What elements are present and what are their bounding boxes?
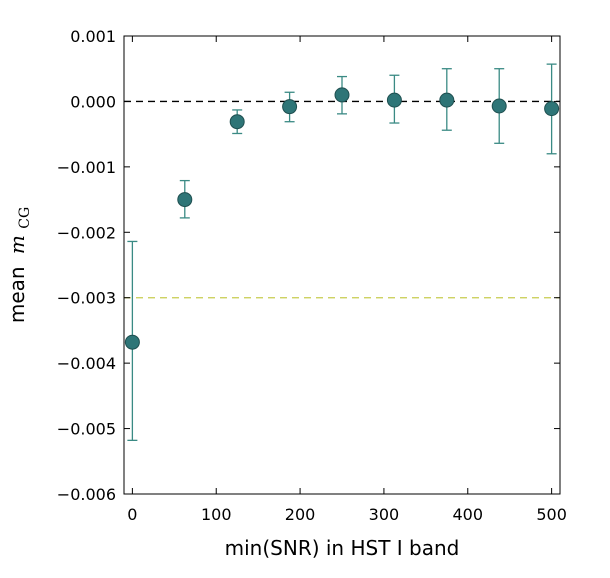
- data-point-5: [386, 92, 402, 108]
- x-tick-label-2: 200: [285, 505, 316, 524]
- x-tick-label-4: 400: [452, 505, 483, 524]
- y-axis-label-math: m: [5, 235, 29, 254]
- y-tick-label-7: −0.006: [57, 485, 116, 504]
- y-tick-label-1: 0.000: [70, 92, 116, 111]
- data-point-1: [177, 192, 193, 208]
- data-point-8: [544, 101, 560, 117]
- x-tick-label-0: 0: [127, 505, 137, 524]
- svg-text:mean m CG: mean m CG: [5, 207, 33, 323]
- x-tick-label-5: 500: [536, 505, 567, 524]
- plot-layer: [124, 63, 560, 441]
- data-point-2: [229, 114, 245, 130]
- data-point-3: [282, 99, 298, 115]
- x-axis-label: min(SNR) in HST I band: [225, 536, 460, 560]
- data-point-7: [491, 98, 507, 114]
- y-tick-label-3: −0.002: [57, 223, 116, 242]
- y-tick-label-6: −0.005: [57, 420, 116, 439]
- y-axis-label-text: mean: [5, 266, 29, 323]
- x-tick-label-1: 100: [201, 505, 232, 524]
- data-point-0: [124, 334, 140, 350]
- data-point-6: [439, 92, 455, 108]
- y-tick-label-4: −0.003: [57, 289, 116, 308]
- y-axis-label-subscript: CG: [17, 207, 33, 229]
- y-axis-label: mean m CG: [5, 207, 33, 323]
- plot-frame: [123, 35, 561, 495]
- y-tick-label-0: 0.001: [70, 27, 116, 46]
- y-tick-label-2: −0.001: [57, 158, 116, 177]
- y-tick-label-5: −0.004: [57, 354, 116, 373]
- data-point-4: [334, 87, 350, 103]
- x-tick-label-3: 300: [369, 505, 400, 524]
- axis-layer: 0 100 200 300 400 500 0.001 0.000 −0.001 −0.002 −0…: [57, 27, 567, 524]
